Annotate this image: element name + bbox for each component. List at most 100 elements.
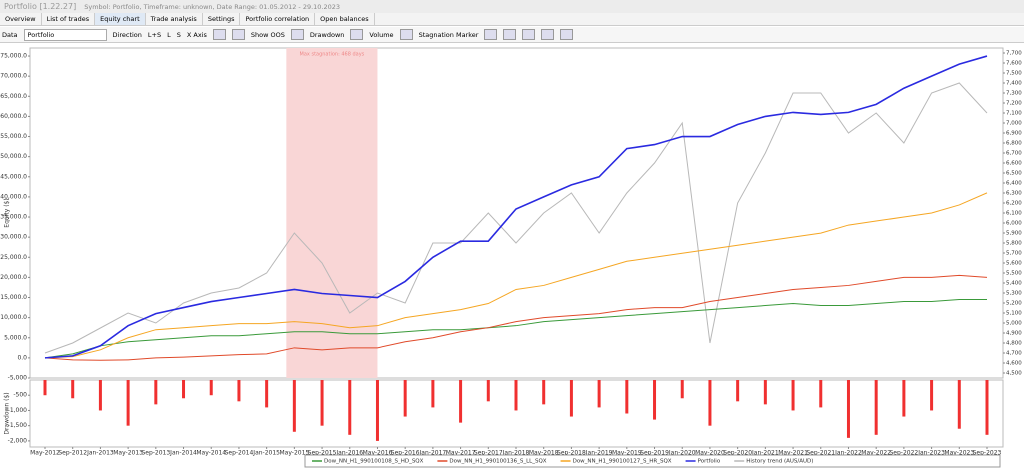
y2-tick-label: 5,800: [1006, 241, 1022, 247]
x-tick-label: Jan-2016: [335, 450, 363, 457]
y-tick-label: 25,000.0: [0, 254, 27, 261]
label: Direction: [112, 30, 142, 39]
y2-tick-label: 5,600: [1006, 261, 1022, 267]
drawdown-bar: [348, 380, 352, 435]
y-tick-label: -5,000: [8, 375, 28, 382]
drawdown-bar: [902, 380, 906, 417]
show-oos-button[interactable]: Show OOS: [250, 30, 285, 39]
drawdown-bar: [43, 380, 47, 396]
drawdown-bar: [126, 380, 130, 426]
axis-title: Equity ($): [4, 198, 11, 227]
x-tick-label: Sep-2016: [391, 450, 420, 457]
y2-tick-label: 7,300: [1006, 91, 1022, 97]
icon[interactable]: [212, 29, 226, 40]
y2-tick-label: 4,600: [1006, 361, 1022, 367]
y-tick-label: 60,000.0: [0, 113, 27, 120]
series-line: [44, 192, 988, 359]
volume-button[interactable]: Volume: [369, 30, 394, 39]
y2-tick-label: 7,500: [1006, 71, 1022, 77]
x-tick-label: May-2015: [279, 450, 309, 457]
window-subtitle: Symbol: Portfolio, Timeframe: unknown, D…: [84, 2, 341, 11]
icon[interactable]: [503, 29, 517, 40]
drawdown-bar: [320, 380, 324, 426]
x-tick-label: Jan-2023: [917, 450, 945, 457]
tab[interactable]: List of trades: [42, 13, 96, 25]
y-tick-label: -1,500: [8, 422, 28, 429]
drawdown-bar: [763, 380, 767, 405]
y-tick-label: -1,000: [8, 407, 28, 414]
legend-label: History trend (AUS/AUD): [746, 459, 813, 465]
x-tick-label: Sep-2023: [973, 450, 1002, 457]
x-tick-label: May-2018: [529, 450, 559, 457]
y2-tick-label: 4,700: [1006, 351, 1022, 357]
data-select[interactable]: Portfolio: [23, 28, 107, 41]
y2-tick-label: 7,000: [1006, 121, 1022, 127]
icon[interactable]: [522, 29, 536, 40]
icon[interactable]: [231, 29, 245, 40]
drawdown-bar: [209, 380, 213, 396]
icon[interactable]: [399, 29, 413, 40]
x-tick-label: Jan-2013: [86, 450, 114, 457]
x-tick-label: May-2019: [612, 450, 642, 457]
x-tick-label: Sep-2021: [806, 450, 835, 457]
y2-tick-label: 6,500: [1006, 171, 1022, 177]
icon[interactable]: [350, 29, 364, 40]
direction-button[interactable]: L: [167, 30, 171, 39]
x-tick-label: Jan-2022: [834, 450, 862, 457]
x-tick-label: Sep-2020: [723, 450, 752, 457]
y-tick-label: 5,000.0: [4, 334, 27, 341]
drawdown-bar: [653, 380, 657, 420]
y2-tick-label: 5,700: [1006, 251, 1022, 257]
stagnation-area: [286, 48, 378, 378]
drawdown-bar: [819, 380, 823, 408]
y2-tick-label: 4,900: [1006, 331, 1022, 337]
drawdown-bar: [957, 380, 961, 429]
drawdown-bar: [265, 380, 269, 408]
drawdown-button[interactable]: Drawdown: [309, 30, 345, 39]
x-tick-label: May-2023: [944, 450, 974, 457]
stagnation-button[interactable]: Stagnation Marker: [418, 30, 479, 39]
title-bar: Portfolio [1.22.27] Symbol: Portfolio, T…: [0, 0, 1024, 13]
x-tick-label: May-2012: [30, 450, 60, 457]
icon[interactable]: [290, 29, 304, 40]
drawdown-bar: [930, 380, 934, 411]
icon[interactable]: [484, 29, 498, 40]
y-tick-label: 70,000.0: [0, 73, 27, 80]
x-tick-label: Jan-2021: [751, 450, 779, 457]
direction-button[interactable]: S: [176, 30, 181, 39]
tab[interactable]: Overview: [0, 13, 42, 25]
drawdown-bar: [154, 380, 158, 405]
tab[interactable]: Open balances: [315, 13, 375, 25]
x-tick-label: May-2021: [778, 450, 808, 457]
x-tick-label: May-2017: [446, 450, 476, 457]
y-tick-label: 55,000.0: [0, 133, 27, 140]
tab[interactable]: Portfolio correlation: [240, 13, 316, 25]
x-tick-label: Jan-2020: [668, 450, 696, 457]
tab[interactable]: Equity chart: [95, 13, 146, 25]
series-line: [44, 299, 987, 359]
x-tick-label: Sep-2013: [141, 450, 170, 457]
y-tick-label: 15,000.0: [0, 294, 27, 301]
y2-tick-label: 5,400: [1006, 281, 1022, 287]
x-tick-label: Sep-2012: [58, 450, 87, 457]
x-tick-label: May-2016: [363, 450, 393, 457]
drawdown-bar: [708, 380, 712, 426]
y-tick-label: 0.0: [17, 354, 27, 361]
tab[interactable]: Trade analysis: [146, 13, 203, 25]
y2-tick-label: 6,600: [1006, 161, 1022, 167]
drawdown-bar: [846, 380, 850, 438]
y2-tick-label: 5,300: [1006, 291, 1022, 297]
drawdown-bar: [98, 380, 102, 411]
drawdown-bar: [597, 380, 601, 408]
icon[interactable]: [541, 29, 555, 40]
x-axis-button[interactable]: X Axis: [186, 30, 207, 39]
y-tick-label: -2,000: [8, 437, 28, 444]
x-tick-label: May-2020: [695, 450, 725, 457]
direction-button[interactable]: L+S: [147, 30, 162, 39]
y2-tick-label: 7,700: [1006, 51, 1022, 57]
tab[interactable]: Settings: [203, 13, 241, 25]
x-tick-label: Jan-2018: [502, 450, 530, 457]
drawdown-bar: [985, 380, 989, 435]
icon[interactable]: [560, 29, 574, 40]
drawdown-bar: [874, 380, 878, 435]
